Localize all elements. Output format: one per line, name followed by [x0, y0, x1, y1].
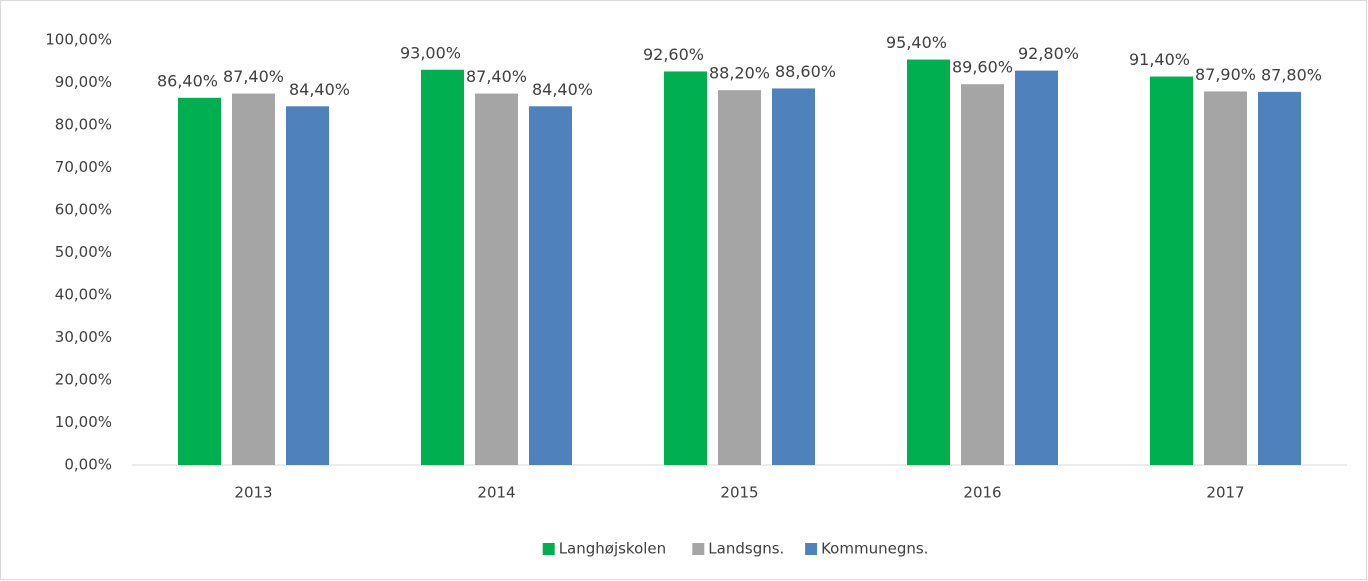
data-label: 87,40%	[223, 67, 284, 86]
x-tick-label: 2015	[720, 484, 758, 502]
y-tick-label: 100,00%	[45, 31, 112, 49]
data-label: 87,90%	[1195, 65, 1256, 84]
data-label: 88,60%	[775, 62, 836, 81]
legend-swatch	[805, 543, 818, 555]
data-label: 93,00%	[400, 43, 461, 62]
bar	[718, 90, 761, 466]
bar	[664, 71, 707, 465]
y-tick-label: 80,00%	[55, 116, 112, 134]
y-tick-label: 90,00%	[55, 73, 112, 91]
bar	[178, 97, 221, 466]
data-label: 92,60%	[643, 45, 704, 64]
data-label: 89,60%	[952, 58, 1013, 77]
data-label: 87,40%	[466, 67, 527, 86]
data-label: 84,40%	[532, 80, 593, 99]
y-tick-label: 70,00%	[55, 158, 112, 176]
data-label: 88,20%	[709, 64, 770, 83]
x-tick-label: 2013	[234, 484, 272, 502]
data-label: 92,80%	[1018, 44, 1079, 63]
bar	[1258, 91, 1301, 465]
data-label: 95,40%	[886, 33, 947, 52]
data-label: 84,40%	[289, 80, 350, 99]
y-tick-label: 50,00%	[55, 243, 112, 261]
legend-label: Landsgns.	[708, 540, 784, 558]
bar	[907, 59, 950, 466]
legend-swatch	[692, 543, 705, 555]
data-label: 87,80%	[1261, 65, 1322, 84]
bar	[961, 84, 1004, 465]
bar	[1150, 76, 1193, 466]
y-tick-label: 20,00%	[55, 371, 112, 389]
bar	[286, 106, 329, 466]
bar	[232, 93, 275, 466]
y-tick-label: 40,00%	[55, 286, 112, 304]
bar	[1204, 91, 1247, 466]
data-label: 91,40%	[1129, 50, 1190, 69]
y-tick-label: 10,00%	[55, 413, 112, 431]
y-tick-label: 60,00%	[55, 201, 112, 219]
bar	[475, 93, 518, 466]
y-tick-label: 30,00%	[55, 328, 112, 346]
x-tick-label: 2014	[477, 484, 515, 502]
y-tick-label: 0,00%	[64, 456, 112, 474]
legend-swatch	[542, 543, 555, 555]
data-label: 86,40%	[157, 71, 218, 90]
bar	[1015, 70, 1058, 465]
bar	[421, 69, 464, 465]
legend-label: Kommunegns.	[821, 540, 928, 558]
x-tick-label: 2017	[1206, 484, 1244, 502]
bar	[772, 88, 815, 465]
x-tick-label: 2016	[963, 484, 1001, 502]
bar	[529, 106, 572, 466]
legend-label: Langhøjskolen	[559, 540, 666, 558]
